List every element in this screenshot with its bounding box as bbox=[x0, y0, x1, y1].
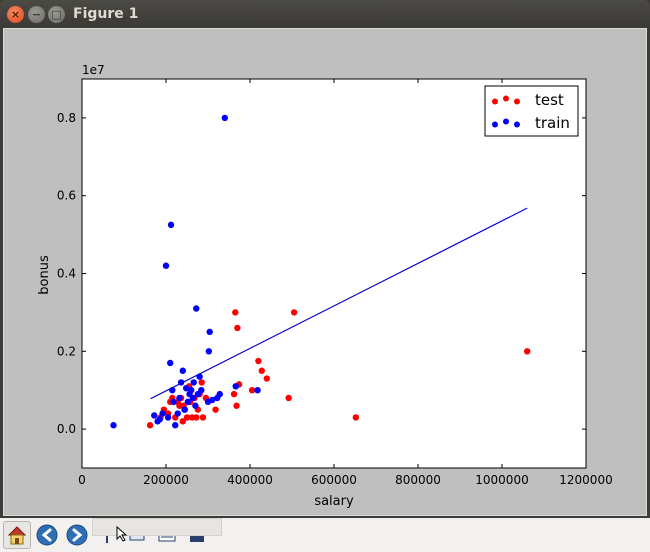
scatter-point-train bbox=[167, 221, 175, 229]
scatter-point-test bbox=[183, 414, 191, 421]
scatter-point-test bbox=[285, 394, 292, 402]
regression-line bbox=[150, 207, 528, 400]
scatter-point-train bbox=[206, 328, 213, 336]
scatter-point-train bbox=[159, 410, 166, 417]
chart-legend: test train bbox=[484, 85, 579, 137]
legend-box bbox=[484, 85, 579, 137]
scatter-point-train bbox=[181, 406, 188, 413]
toolbar-tooltip bbox=[92, 518, 222, 536]
back-button[interactable] bbox=[33, 521, 61, 549]
y-tick-label: 0.2 bbox=[57, 344, 76, 358]
scatter-point-train bbox=[232, 383, 239, 390]
legend-marker-train bbox=[503, 118, 509, 125]
chart-axes: 0 200000 400000 600000 800000 1000000 1200000 0… bbox=[57, 79, 613, 487]
scatter-point-train bbox=[110, 422, 117, 429]
y-tick-label: 0.6 bbox=[57, 189, 76, 203]
minimize-icon: − bbox=[31, 8, 42, 21]
figure-canvas[interactable]: 0 200000 400000 600000 800000 1000000 1200000 0… bbox=[3, 28, 647, 516]
scatter-point-test bbox=[258, 367, 265, 374]
close-icon: × bbox=[10, 8, 21, 21]
scatter-point-train bbox=[179, 367, 186, 374]
scatter-point-train bbox=[176, 394, 183, 402]
scatter-point-train bbox=[198, 387, 205, 394]
forward-button[interactable] bbox=[63, 521, 91, 549]
x-axis-label: salary bbox=[314, 494, 354, 509]
scatter-point-train bbox=[221, 114, 228, 122]
scatter-point-test bbox=[232, 309, 239, 316]
maximize-window-button[interactable]: □ bbox=[48, 6, 65, 23]
scatter-point-train bbox=[188, 387, 195, 394]
scatter-point-test bbox=[263, 375, 270, 382]
scatter-point-test bbox=[234, 324, 241, 332]
scatter-point-train bbox=[189, 394, 197, 402]
scatter-point-test bbox=[230, 390, 238, 398]
scatter-point-test bbox=[255, 357, 262, 365]
y-axis-label: bonus bbox=[37, 255, 52, 295]
mouse-cursor-icon bbox=[116, 526, 128, 542]
scatter-point-train bbox=[216, 390, 223, 398]
scatter-point-train bbox=[156, 416, 163, 423]
y-tick-label: 0.8 bbox=[57, 111, 76, 125]
back-arrow-icon bbox=[36, 524, 58, 546]
scatter-point-train bbox=[193, 305, 200, 312]
legend-marker-train bbox=[492, 121, 498, 128]
x-tick-label: 800000 bbox=[395, 473, 441, 487]
scatter-point-test bbox=[524, 348, 531, 355]
forward-arrow-icon bbox=[66, 524, 88, 546]
legend-marker-test bbox=[514, 98, 520, 105]
legend-marker-train bbox=[514, 121, 520, 128]
scatter-point-test bbox=[212, 406, 219, 413]
scatter-point-train bbox=[182, 385, 190, 392]
scatter-point-train bbox=[190, 379, 197, 386]
scatter-point-train bbox=[151, 412, 158, 419]
x-tick-label: 1000000 bbox=[475, 473, 528, 487]
x-tick-label: 1200000 bbox=[559, 473, 612, 487]
scatter-point-test bbox=[248, 387, 256, 394]
close-window-button[interactable]: × bbox=[7, 6, 24, 23]
chart-marks bbox=[110, 114, 531, 429]
y-tick-label: 0.0 bbox=[57, 422, 76, 436]
legend-marker-test bbox=[492, 98, 498, 105]
scatter-point-test bbox=[199, 414, 207, 421]
legend-label-train: train bbox=[535, 114, 570, 132]
x-tick-label: 400000 bbox=[227, 473, 273, 487]
scatter-point-train bbox=[184, 398, 192, 406]
x-tick-label: 600000 bbox=[311, 473, 357, 487]
y-tick-label: 0.4 bbox=[57, 267, 76, 281]
minimize-window-button[interactable]: − bbox=[28, 6, 45, 23]
legend-marker-test bbox=[503, 95, 509, 102]
scatter-point-train bbox=[254, 387, 261, 394]
window-title: Figure 1 bbox=[73, 6, 139, 22]
scatter-point-train bbox=[192, 402, 199, 409]
home-button[interactable] bbox=[3, 521, 31, 549]
home-icon bbox=[7, 526, 27, 545]
window-titlebar: × − □ Figure 1 bbox=[0, 0, 650, 28]
legend-label-test: test bbox=[535, 91, 564, 109]
scatter-chart: 0 200000 400000 600000 800000 1000000 1200000 0… bbox=[37, 63, 613, 509]
y-offset-label: 1e7 bbox=[82, 63, 105, 77]
scatter-point-test bbox=[193, 414, 200, 421]
scatter-point-train bbox=[162, 262, 170, 269]
scatter-point-train bbox=[170, 398, 177, 406]
scatter-point-train bbox=[172, 422, 179, 429]
maximize-icon: □ bbox=[51, 8, 62, 21]
plot-area bbox=[81, 78, 587, 469]
x-tick-label: 200000 bbox=[143, 473, 189, 487]
x-tick-label: 0 bbox=[78, 473, 86, 487]
scatter-point-train bbox=[209, 396, 216, 404]
scatter-point-train bbox=[205, 348, 213, 355]
scatter-point-train bbox=[174, 410, 181, 417]
scatter-point-test bbox=[198, 379, 205, 386]
scatter-point-test bbox=[233, 402, 240, 409]
scatter-point-test bbox=[146, 422, 154, 429]
scatter-point-train bbox=[164, 414, 172, 421]
scatter-point-train bbox=[167, 359, 174, 367]
scatter-point-test bbox=[290, 309, 298, 316]
scatter-point-test bbox=[352, 414, 360, 421]
scatter-point-test bbox=[179, 418, 186, 425]
